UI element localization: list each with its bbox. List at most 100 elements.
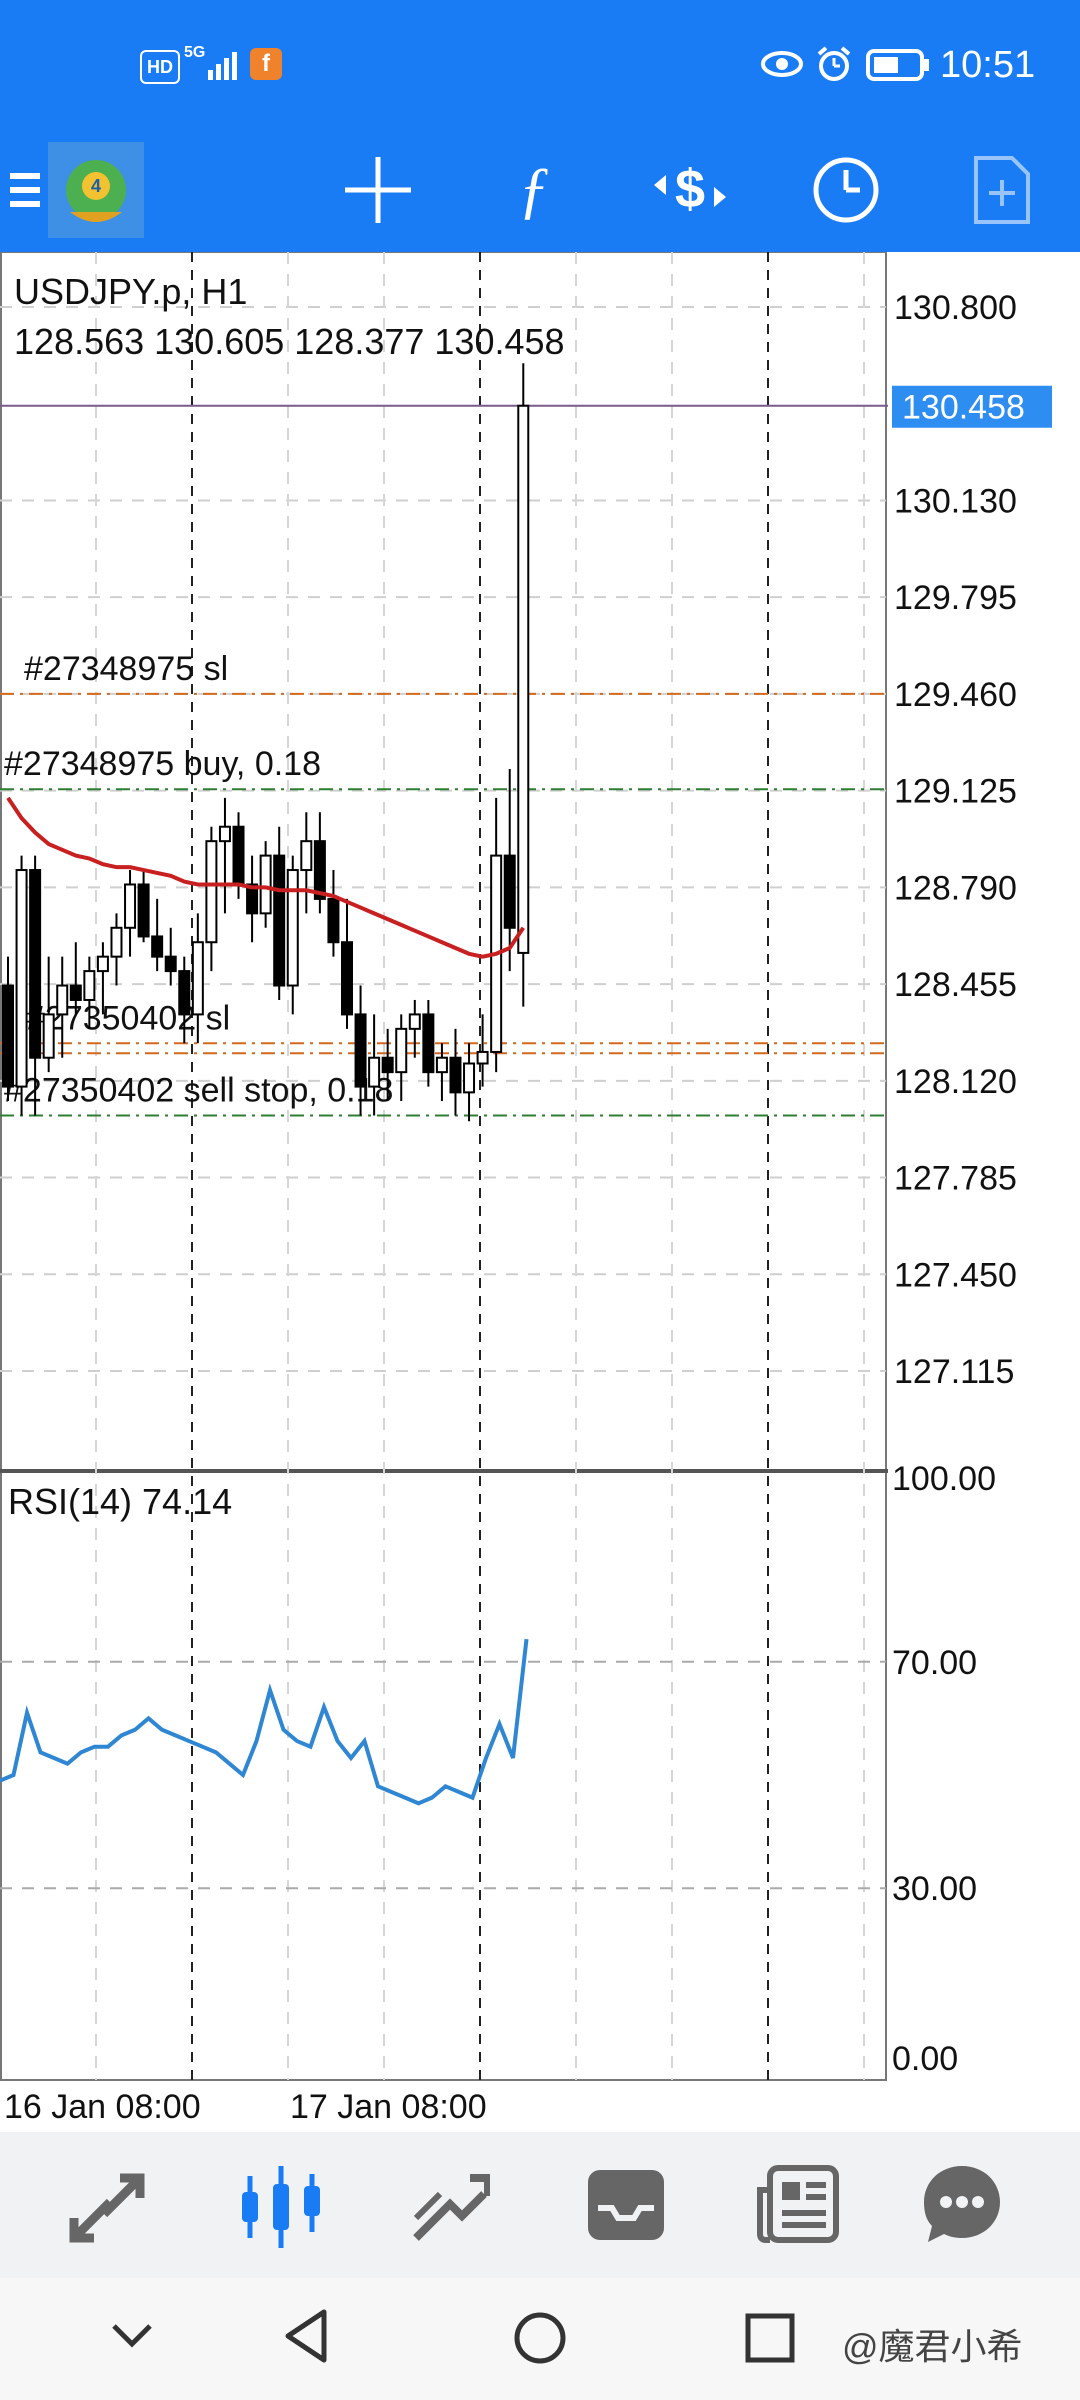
price-axis-label: 129.460 <box>894 676 1017 714</box>
price-axis-label: 127.115 <box>894 1353 1014 1391</box>
candle <box>191 913 204 1044</box>
candle <box>476 1014 489 1087</box>
candle <box>422 999 435 1087</box>
ohlc-label: 128.563 130.605 128.377 130.458 <box>14 321 565 362</box>
price-axis-label: 129.125 <box>894 773 1017 811</box>
candle <box>517 363 530 1007</box>
candle <box>137 870 150 943</box>
bull-candle-body <box>110 926 123 958</box>
rsi-line <box>0 1638 529 1806</box>
candle <box>2 956 14 1102</box>
back-icon[interactable] <box>282 2308 332 2369</box>
metatrader-logo[interactable]: 4 <box>46 140 146 240</box>
candle <box>300 812 313 914</box>
bear-candle-body <box>381 1056 394 1074</box>
collapse-icon[interactable] <box>110 2320 154 2355</box>
candle <box>395 1014 408 1102</box>
candle <box>69 942 82 1015</box>
battery-icon <box>866 48 930 87</box>
news-icon[interactable] <box>756 2164 840 2249</box>
bull-candle-body <box>300 840 313 872</box>
bull-candle-body <box>517 404 530 954</box>
price-axis-label: 128.790 <box>894 869 1017 907</box>
rsi-axis-label: 30.00 <box>892 1870 977 1908</box>
price-axis-label: 128.455 <box>894 966 1017 1004</box>
rsi-axis-label: 0.00 <box>892 2040 958 2078</box>
inbox-icon[interactable] <box>584 2164 668 2249</box>
candle <box>354 985 367 1116</box>
bull-candle-body <box>286 869 299 987</box>
candle <box>83 956 96 1029</box>
trade-history-icon[interactable] <box>410 2166 492 2251</box>
candle <box>29 855 42 1116</box>
order-label: #27350402 sell stop, 0.18 <box>4 1071 393 1109</box>
quotes-icon[interactable] <box>64 2168 150 2253</box>
bull-candle-body <box>476 1050 489 1065</box>
timeframe-icon[interactable] <box>796 140 896 240</box>
bull-candle-body <box>56 984 69 1016</box>
symbol-label: USDJPY.p, H1 <box>14 271 247 312</box>
bear-candle-body <box>151 935 164 958</box>
bear-candle-body <box>246 883 259 915</box>
chart-area[interactable]: #27348975 sl #27348975 buy, 0.18 #27350402… <box>0 252 1080 2132</box>
price-axis-label: 127.785 <box>894 1160 1017 1198</box>
watermark-text: @魔君小希 <box>842 2326 1023 2367</box>
bull-candle-body <box>96 955 109 973</box>
indicators-icon[interactable]: ƒ <box>518 154 550 225</box>
candle <box>381 1028 394 1102</box>
time-axis-label: 17 Jan 08:00 <box>290 2088 487 2126</box>
price-chart[interactable]: #27348975 sl #27348975 buy, 0.18 #27350402… <box>0 252 1080 2132</box>
bear-candle-body <box>354 1013 367 1088</box>
rsi-axis-label: 70.00 <box>892 1644 977 1682</box>
bear-candle-body <box>449 1056 462 1094</box>
crosshair-icon[interactable] <box>328 140 428 240</box>
notification-app-icon: f <box>250 48 282 80</box>
bull-candle-body <box>463 1062 476 1094</box>
bear-candle-body <box>422 1013 435 1074</box>
bear-candle-body <box>178 970 191 1016</box>
moving-average-line <box>6 796 525 959</box>
recents-icon[interactable] <box>744 2312 796 2369</box>
price-axis-label: 130.130 <box>894 482 1017 520</box>
home-icon[interactable] <box>512 2310 568 2371</box>
bull-candle-body <box>395 1027 408 1074</box>
eye-icon <box>760 48 804 85</box>
price-axis-label: 128.120 <box>894 1063 1017 1101</box>
toolbar <box>0 128 1080 252</box>
status-time: 10:51 <box>940 44 1036 86</box>
messages-icon[interactable] <box>920 2162 1004 2251</box>
candle <box>218 797 231 914</box>
candle <box>205 826 218 972</box>
candle <box>96 942 109 1015</box>
order-label: #27348975 sl <box>24 650 228 688</box>
rsi-label: RSI(14) 74.14 <box>8 1481 232 1522</box>
bull-candle-body <box>83 970 96 1001</box>
chart-icon[interactable] <box>236 2162 326 2257</box>
candle <box>178 956 191 1044</box>
bull-candle-body <box>408 1013 421 1030</box>
svg-text:4: 4 <box>91 176 101 196</box>
candle <box>110 913 123 986</box>
rsi-axis-label: 100.00 <box>892 1460 996 1498</box>
candle <box>42 956 55 1073</box>
bear-candle-body <box>2 984 14 1088</box>
network-label: 5G <box>184 44 206 61</box>
candle <box>151 898 164 972</box>
candle <box>408 999 421 1058</box>
price-axis-label: 130.800 <box>894 289 1017 327</box>
menu-icon[interactable] <box>0 140 70 240</box>
current-price-tag <box>892 385 1052 428</box>
candle <box>15 855 28 1116</box>
svg-text:$: $ <box>675 159 705 219</box>
candle <box>490 797 503 1073</box>
candle <box>56 956 69 1058</box>
alarm-icon <box>814 44 854 89</box>
rsi-panel-border <box>0 1471 887 2081</box>
bear-candle-body <box>69 984 82 1001</box>
price-axis-label: 129.795 <box>894 579 1017 617</box>
new-document-icon[interactable] <box>952 140 1052 240</box>
bull-candle-body <box>42 1013 55 1059</box>
trade-icon[interactable]: $ <box>640 140 740 240</box>
candle <box>164 927 177 986</box>
candle <box>368 1014 381 1116</box>
